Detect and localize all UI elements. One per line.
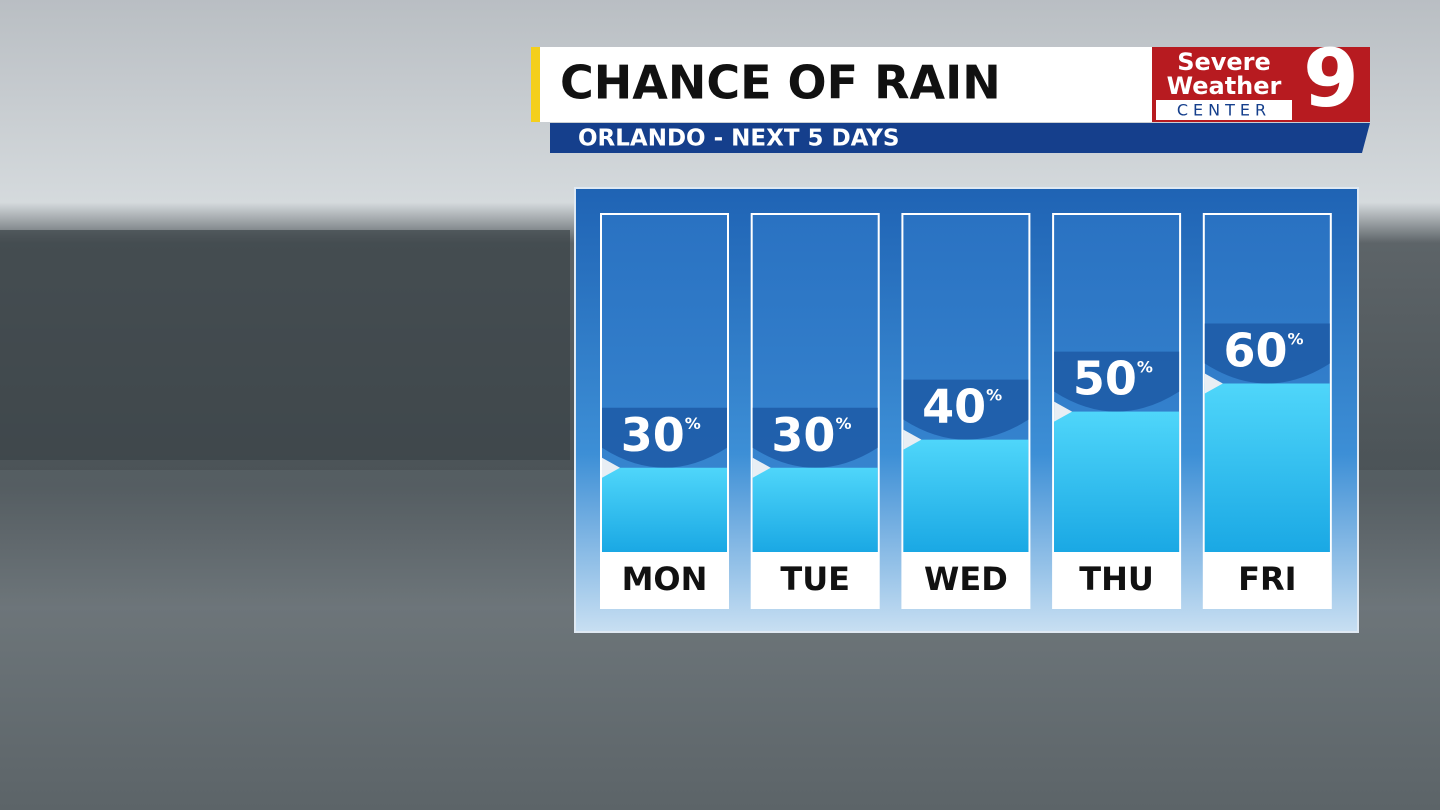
value-label: 60% [1224, 323, 1304, 377]
title-bar [540, 47, 1152, 122]
logo-number: 9 [1303, 32, 1359, 125]
bar [752, 467, 878, 552]
label-bubble [602, 407, 727, 468]
building [0, 230, 570, 460]
logo-strip [1156, 100, 1292, 120]
label-bubble [903, 379, 1029, 440]
value-unit: % [835, 413, 851, 432]
value-unit: % [986, 385, 1002, 404]
bar [903, 439, 1029, 552]
x-tick-label: TUE [780, 560, 850, 598]
title-accent [531, 47, 540, 122]
value-number: 30 [621, 407, 685, 461]
x-tick-label: FRI [1238, 560, 1296, 598]
label-bubble [1204, 323, 1330, 384]
value-unit: % [1137, 357, 1153, 376]
bar [602, 467, 727, 552]
value-number: 40 [922, 379, 986, 433]
value-label: 50% [1073, 351, 1153, 405]
chart-title: CHANCE OF RAIN [560, 56, 1001, 110]
value-unit: % [1288, 329, 1304, 348]
logo-text: Weather [1167, 72, 1282, 100]
value-unit: % [685, 413, 701, 432]
level-marker [1204, 373, 1223, 394]
value-label: 30% [621, 407, 701, 461]
level-marker [903, 429, 922, 450]
value-label: 40% [922, 379, 1002, 433]
logo-text: Severe [1177, 48, 1271, 76]
label-bubble [752, 407, 878, 468]
subtitle-bar [550, 123, 1370, 153]
value-label: 30% [771, 407, 851, 461]
chart-subtitle: ORLANDO - NEXT 5 DAYS [578, 126, 899, 152]
logo-text: CENTER [1177, 101, 1271, 120]
level-marker [602, 457, 620, 478]
value-number: 50 [1073, 351, 1137, 405]
bar [1054, 411, 1180, 552]
x-tick-label: WED [924, 560, 1008, 598]
x-tick-label: THU [1079, 560, 1154, 598]
level-marker [1054, 401, 1073, 422]
level-marker [752, 457, 771, 478]
label-bubble [1054, 351, 1180, 412]
bar [1204, 383, 1330, 552]
value-number: 60 [1224, 323, 1288, 377]
x-tick-label: MON [622, 560, 708, 598]
value-number: 30 [771, 407, 835, 461]
